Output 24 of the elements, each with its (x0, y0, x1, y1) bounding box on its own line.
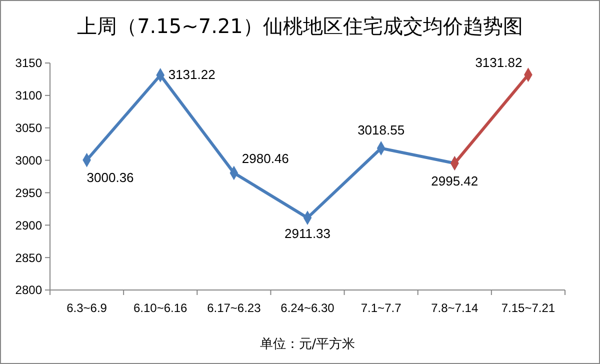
y-tick-label: 2850 (15, 250, 42, 265)
y-tick-label: 3050 (15, 121, 42, 136)
data-label: 3131.82 (475, 54, 522, 70)
y-tick-label: 3100 (15, 88, 42, 103)
y-tick-label: 2800 (15, 283, 42, 298)
chart-title: 上周（7.15~7.21）仙桃地区住宅成交均价趋势图 (77, 14, 523, 38)
x-tick-label: 6.3~6.9 (66, 301, 108, 315)
x-tick-label: 6.17~6.23 (207, 301, 262, 315)
x-tick-label: 6.24~6.30 (280, 301, 335, 315)
y-tick-label: 2950 (15, 186, 42, 200)
x-axis-title: 单位：元/平方米 (260, 336, 356, 352)
y-tick-label: 3150 (15, 56, 42, 70)
data-label: 2911.33 (284, 226, 331, 241)
data-label: 3000.36 (86, 170, 134, 186)
data-label: 3131.22 (168, 67, 216, 82)
x-tick-label: 7.8~7.14 (431, 301, 478, 315)
x-tick-label: 6.10~6.16 (134, 301, 188, 315)
y-tick-label: 3000 (15, 153, 42, 168)
x-tick-label: 7.15~7.21 (501, 301, 556, 315)
data-label: 2980.46 (242, 150, 289, 166)
y-tick-label: 2900 (15, 218, 42, 232)
data-label: 3018.55 (358, 122, 405, 138)
x-tick-label: 7.1~7.7 (360, 301, 402, 315)
data-label: 2995.42 (431, 173, 478, 188)
